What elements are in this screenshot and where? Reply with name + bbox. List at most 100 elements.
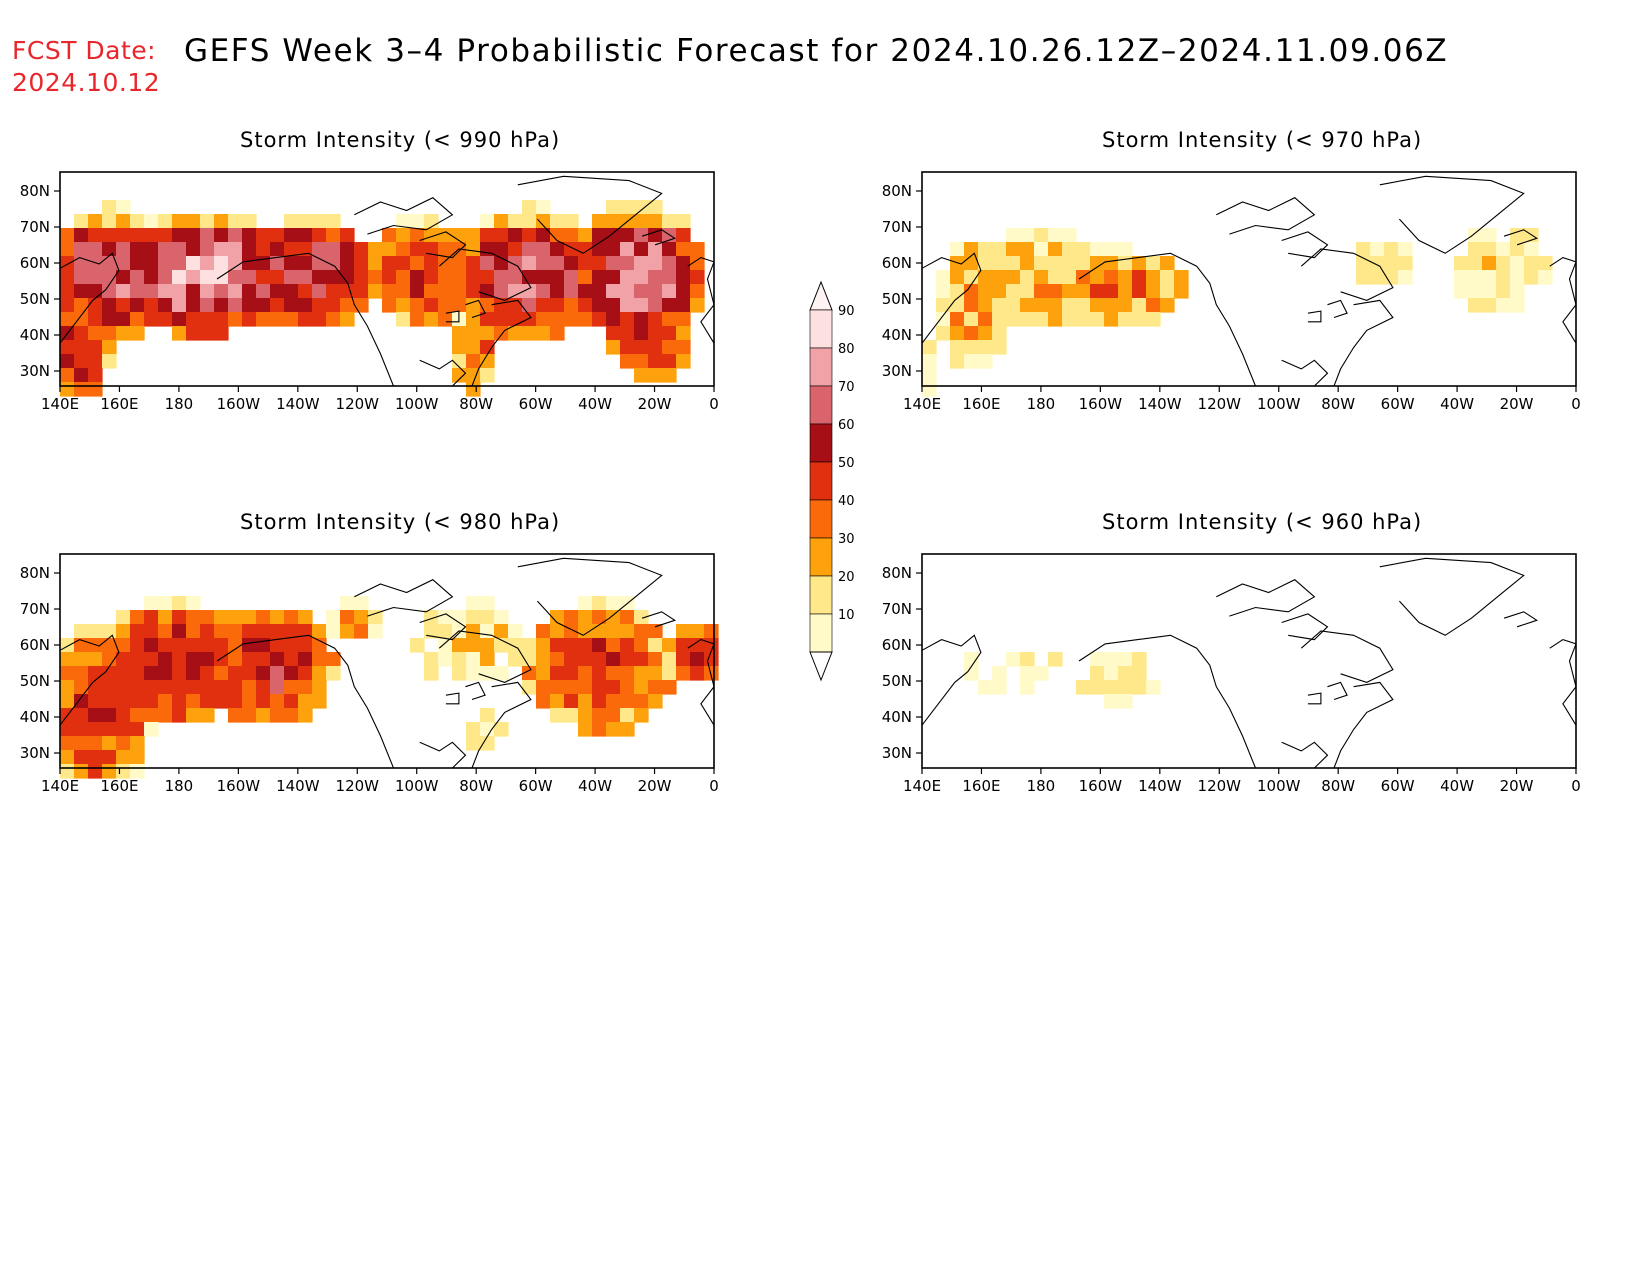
prob-cell xyxy=(1454,256,1469,271)
prob-cell xyxy=(1034,242,1049,257)
prob-cell xyxy=(382,256,397,271)
prob-cell xyxy=(228,680,243,695)
prob-cell xyxy=(102,200,117,215)
prob-cell xyxy=(992,680,1007,695)
prob-cell xyxy=(550,270,565,285)
prob-cell xyxy=(592,298,607,313)
prob-cell xyxy=(102,694,117,709)
prob-cell xyxy=(964,340,979,355)
prob-cell xyxy=(410,214,425,229)
prob-cell xyxy=(578,638,593,653)
prob-cell xyxy=(1104,666,1119,681)
prob-cell xyxy=(1160,284,1175,299)
probability-field xyxy=(922,228,1553,397)
prob-cell xyxy=(312,624,327,639)
prob-cell xyxy=(424,242,439,257)
lon-label: 160E xyxy=(962,395,1000,413)
prob-cell xyxy=(620,200,635,215)
prob-cell xyxy=(438,270,453,285)
prob-cell xyxy=(606,708,621,723)
lon-label: 40W xyxy=(1440,777,1474,795)
prob-cell xyxy=(480,326,495,341)
prob-cell xyxy=(1034,312,1049,327)
prob-cell xyxy=(978,326,993,341)
prob-cell xyxy=(284,284,299,299)
prob-cell xyxy=(144,680,159,695)
prob-cell xyxy=(936,326,951,341)
prob-cell xyxy=(1482,298,1497,313)
prob-cell xyxy=(116,326,131,341)
prob-cell xyxy=(1524,270,1539,285)
prob-cell xyxy=(508,326,523,341)
prob-cell xyxy=(102,638,117,653)
prob-cell xyxy=(88,340,103,355)
prob-cell xyxy=(648,214,663,229)
prob-cell xyxy=(284,694,299,709)
prob-cell xyxy=(662,680,677,695)
prob-cell xyxy=(1020,242,1035,257)
prob-cell xyxy=(564,214,579,229)
prob-cell xyxy=(214,298,229,313)
prob-cell xyxy=(1062,228,1077,243)
prob-cell xyxy=(1104,256,1119,271)
prob-cell xyxy=(1104,680,1119,695)
prob-cell xyxy=(1090,652,1105,667)
prob-cell xyxy=(410,284,425,299)
coastlines xyxy=(921,175,1577,387)
prob-cell xyxy=(158,256,173,271)
prob-cell xyxy=(536,228,551,243)
prob-cell xyxy=(620,680,635,695)
coastline xyxy=(1503,611,1539,628)
prob-cell xyxy=(88,624,103,639)
prob-cell xyxy=(214,312,229,327)
prob-cell xyxy=(578,298,593,313)
prob-cell xyxy=(648,680,663,695)
prob-cell xyxy=(228,312,243,327)
prob-cell xyxy=(312,284,327,299)
prob-cell xyxy=(410,638,425,653)
prob-cell xyxy=(1496,242,1511,257)
prob-cell xyxy=(242,270,257,285)
prob-cell xyxy=(704,652,719,667)
prob-cell xyxy=(466,242,481,257)
lat-label: 30N xyxy=(882,362,912,380)
prob-cell xyxy=(270,242,285,257)
prob-cell xyxy=(116,680,131,695)
prob-cell xyxy=(1538,256,1553,271)
prob-cell xyxy=(144,722,159,737)
prob-cell xyxy=(88,666,103,681)
prob-cell xyxy=(1132,680,1147,695)
lat-label: 50N xyxy=(20,290,50,308)
prob-cell xyxy=(130,312,145,327)
coastline xyxy=(1333,299,1394,387)
prob-cell xyxy=(1146,312,1161,327)
prob-cell xyxy=(550,708,565,723)
prob-cell xyxy=(186,610,201,625)
prob-cell xyxy=(1510,242,1525,257)
lon-label: 160W xyxy=(217,777,261,795)
prob-cell xyxy=(242,680,257,695)
prob-cell xyxy=(1104,298,1119,313)
prob-cell xyxy=(242,708,257,723)
prob-cell xyxy=(172,214,187,229)
prob-cell xyxy=(186,680,201,695)
prob-cell xyxy=(312,652,327,667)
prob-cell xyxy=(536,638,551,653)
prob-cell xyxy=(480,340,495,355)
lon-label: 80W xyxy=(459,777,493,795)
prob-cell xyxy=(242,624,257,639)
prob-cell xyxy=(102,680,117,695)
prob-cell xyxy=(978,340,993,355)
main-title: GEFS Week 3–4 Probabilistic Forecast for… xyxy=(184,33,1449,69)
prob-cell xyxy=(242,256,257,271)
prob-cell xyxy=(662,270,677,285)
prob-cell xyxy=(116,750,131,765)
prob-cell xyxy=(312,270,327,285)
prob-cell xyxy=(312,680,327,695)
prob-cell xyxy=(634,256,649,271)
prob-cell xyxy=(466,722,481,737)
coastline xyxy=(1216,579,1316,617)
prob-cell xyxy=(130,638,145,653)
lon-label: 20W xyxy=(638,777,672,795)
prob-cell xyxy=(1090,298,1105,313)
